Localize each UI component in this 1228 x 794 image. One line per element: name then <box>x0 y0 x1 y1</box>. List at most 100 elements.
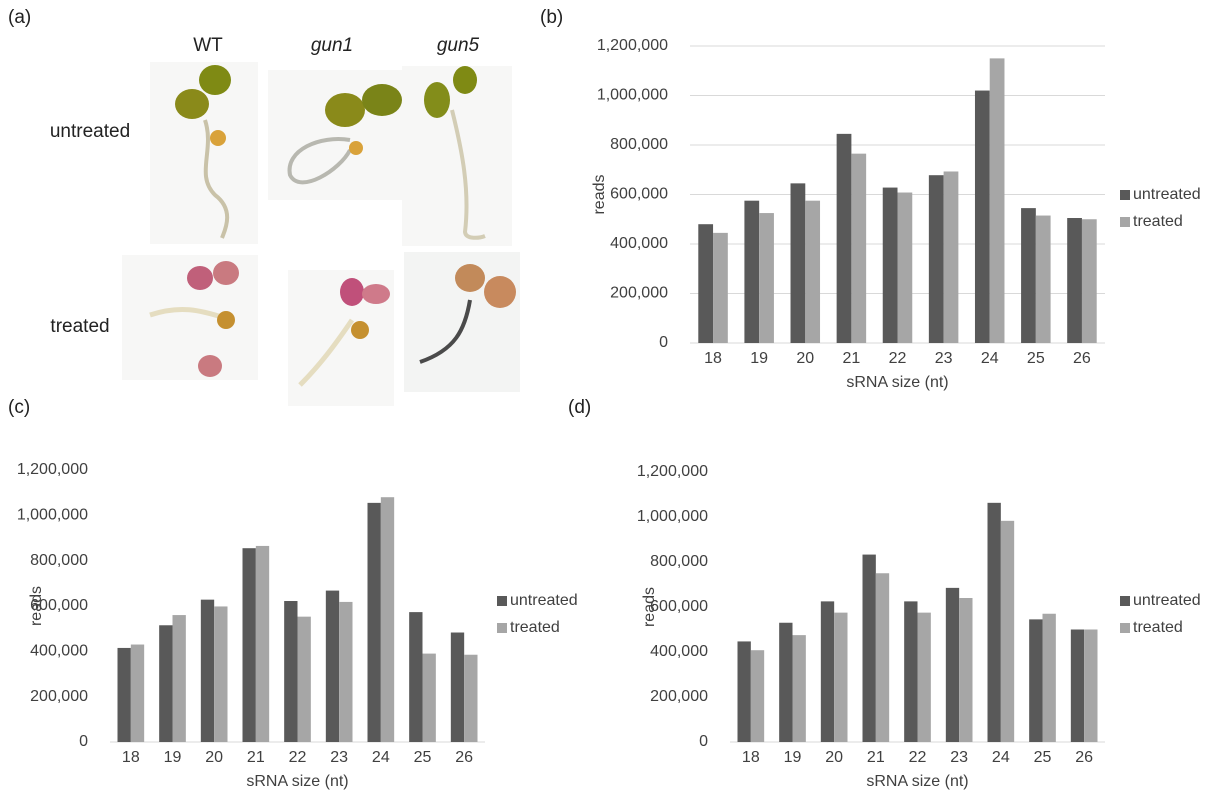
bar <box>201 600 214 742</box>
y-tick-label: 400,000 <box>30 643 88 660</box>
bar <box>944 171 959 343</box>
bar <box>918 613 931 742</box>
x-axis-title: sRNA size (nt) <box>246 773 348 790</box>
x-tick-label: 25 <box>1027 350 1045 367</box>
bar <box>131 645 144 742</box>
x-tick-label: 20 <box>796 350 814 367</box>
bar <box>1001 521 1014 742</box>
bar <box>821 601 834 742</box>
x-tick-label: 21 <box>867 749 885 766</box>
bar <box>1029 619 1042 742</box>
x-tick-label: 24 <box>992 749 1010 766</box>
bar <box>1084 630 1097 743</box>
legend-label: untreated <box>1133 186 1201 203</box>
chart: (d)0200,000400,000600,000800,0001,000,00… <box>568 397 1201 790</box>
x-tick-label: 22 <box>909 749 927 766</box>
legend-swatch <box>1120 217 1130 227</box>
x-tick-label: 22 <box>289 749 307 766</box>
x-tick-label: 20 <box>205 749 223 766</box>
bar <box>975 91 990 343</box>
x-tick-label: 25 <box>1034 749 1052 766</box>
x-tick-label: 21 <box>247 749 265 766</box>
photo-gun1-treated <box>288 270 394 406</box>
photo-wt-treated <box>122 255 258 380</box>
x-axis-title: sRNA size (nt) <box>846 374 948 391</box>
legend-label: treated <box>1133 213 1183 230</box>
bar <box>284 601 297 742</box>
bar <box>243 548 256 742</box>
x-tick-label: 18 <box>704 350 722 367</box>
x-tick-label: 26 <box>1075 749 1093 766</box>
x-tick-label: 23 <box>330 749 348 766</box>
bar <box>904 601 917 742</box>
bar <box>805 201 820 343</box>
y-tick-label: 400,000 <box>650 643 708 660</box>
x-tick-label: 25 <box>414 749 432 766</box>
y-tick-label: 1,200,000 <box>17 461 88 478</box>
y-tick-label: 0 <box>699 733 708 750</box>
x-axis-title: sRNA size (nt) <box>866 773 968 790</box>
y-tick-label: 0 <box>659 334 668 351</box>
bar <box>876 573 889 742</box>
x-tick-label: 26 <box>1073 350 1091 367</box>
y-tick-label: 800,000 <box>650 553 708 570</box>
bar <box>173 615 186 742</box>
bar <box>751 650 764 742</box>
y-tick-label: 1,200,000 <box>597 37 668 54</box>
bar <box>1067 218 1082 343</box>
legend-swatch <box>1120 623 1130 633</box>
bar <box>214 606 227 742</box>
y-tick-label: 200,000 <box>30 688 88 705</box>
x-tick-label: 23 <box>950 749 968 766</box>
legend-swatch <box>1120 190 1130 200</box>
y-tick-label: 1,000,000 <box>597 87 668 104</box>
x-tick-label: 24 <box>981 350 999 367</box>
bar <box>744 201 759 343</box>
bar <box>1043 614 1056 742</box>
figure: (a) WT gun1 gun5 untreated treated <box>0 0 1228 794</box>
column-label: WT <box>193 35 223 56</box>
legend-label: treated <box>510 619 560 636</box>
bar <box>779 623 792 742</box>
panel-label: (d) <box>568 397 591 418</box>
bar <box>791 183 806 343</box>
bar <box>698 224 713 343</box>
bar <box>959 598 972 742</box>
y-tick-label: 1,200,000 <box>637 463 708 480</box>
bar <box>326 591 339 742</box>
y-tick-label: 200,000 <box>610 285 668 302</box>
bar <box>898 193 913 343</box>
bar <box>464 655 477 742</box>
legend-label: untreated <box>1133 592 1201 609</box>
bar <box>990 58 1005 343</box>
bar <box>863 555 876 742</box>
bar <box>929 175 944 343</box>
y-tick-label: 800,000 <box>30 552 88 569</box>
chart: (c)0200,000400,000600,000800,0001,000,00… <box>8 397 578 790</box>
bar <box>256 546 269 742</box>
y-tick-label: 800,000 <box>610 136 668 153</box>
bar <box>946 588 959 742</box>
column-label: gun5 <box>437 35 480 56</box>
bar <box>1021 208 1036 343</box>
row-label: untreated <box>50 121 130 142</box>
y-axis-title: reads <box>641 587 658 627</box>
x-tick-label: 19 <box>784 749 802 766</box>
column-label: gun1 <box>311 35 353 56</box>
x-tick-label: 20 <box>825 749 843 766</box>
photo-gun5-untreated <box>402 66 512 246</box>
bar <box>451 633 464 742</box>
bar <box>1036 216 1051 343</box>
x-tick-label: 19 <box>164 749 182 766</box>
x-tick-label: 18 <box>122 749 140 766</box>
panel-label: (b) <box>540 7 563 28</box>
legend-label: untreated <box>510 592 578 609</box>
x-tick-label: 23 <box>935 350 953 367</box>
bar <box>883 188 898 343</box>
bar <box>339 602 352 742</box>
panel-label: (a) <box>8 7 31 28</box>
photo-gun5-treated <box>404 252 520 392</box>
bar <box>298 617 311 742</box>
x-tick-label: 22 <box>889 350 907 367</box>
legend-swatch <box>1120 596 1130 606</box>
